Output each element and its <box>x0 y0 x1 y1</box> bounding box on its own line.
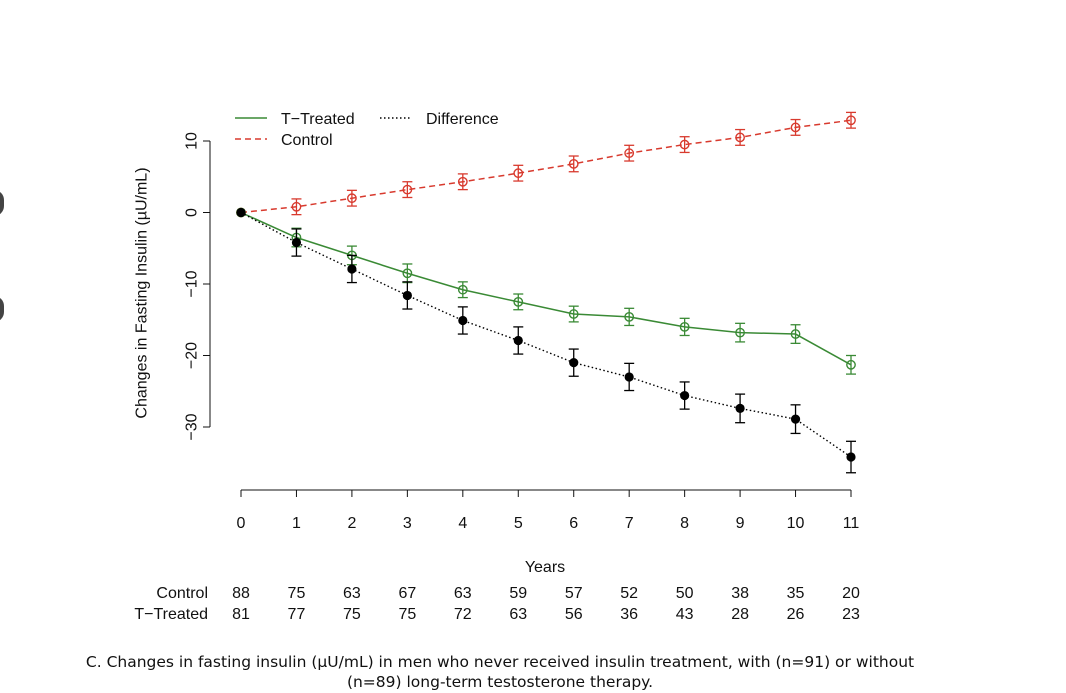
data-point <box>291 237 302 248</box>
at-risk-count: 67 <box>398 585 416 602</box>
data-point <box>513 296 524 307</box>
data-point <box>568 309 579 319</box>
data-point <box>402 268 413 279</box>
data-point <box>624 148 635 159</box>
at-risk-count: 52 <box>620 585 638 602</box>
data-point <box>458 315 468 326</box>
at-risk-count: 75 <box>343 606 361 623</box>
data-point <box>624 311 635 322</box>
y-tick-label: 10 <box>184 132 201 150</box>
left-edge-decoration <box>0 190 4 216</box>
data-point <box>846 115 856 126</box>
x-tick-label: 4 <box>458 515 467 532</box>
y-tick-label: 0 <box>184 208 201 217</box>
series-line <box>240 119 852 214</box>
data-point <box>624 372 634 382</box>
x-tick-label: 10 <box>787 515 805 532</box>
at-risk-count: 63 <box>343 585 361 602</box>
at-risk-count: 50 <box>676 585 694 602</box>
at-risk-count: 36 <box>620 606 638 623</box>
y-tick-label: −20 <box>184 342 201 369</box>
data-point <box>236 207 246 218</box>
at-risk-count: 26 <box>787 606 805 623</box>
at-risk-count: 63 <box>454 585 472 602</box>
y-tick-label: −10 <box>184 270 201 297</box>
data-point <box>513 335 523 346</box>
at-risk-count: 63 <box>509 606 527 623</box>
data-point <box>291 201 302 212</box>
legend-label: Difference <box>426 111 499 128</box>
data-point <box>735 132 745 143</box>
data-point <box>513 168 524 179</box>
series-t-treated <box>236 207 856 375</box>
y-tick-label: −30 <box>184 413 201 440</box>
x-tick-label: 0 <box>237 515 246 532</box>
data-point <box>790 414 801 424</box>
at-risk-count: 88 <box>232 585 250 602</box>
x-axis-title: Years <box>525 559 565 576</box>
data-point <box>402 184 413 195</box>
at-risk-count: 57 <box>565 585 583 602</box>
at-risk-count: 75 <box>288 585 306 602</box>
at-risk-count: 56 <box>565 606 583 623</box>
x-tick-label: 7 <box>625 515 634 532</box>
at-risk-count: 28 <box>731 606 749 623</box>
x-tick-label: 8 <box>680 515 689 532</box>
data-point <box>457 284 468 295</box>
data-point <box>846 452 856 462</box>
data-point <box>568 158 579 169</box>
at-risk-count: 38 <box>731 585 749 602</box>
y-axis-title: Changes in Fasting Insulin (µU/mL) <box>134 167 151 418</box>
legend: T−Treated Control Difference <box>235 111 499 149</box>
data-point <box>735 403 745 414</box>
data-point <box>347 264 357 274</box>
caption-line-1: C. Changes in fasting insulin (µU/mL) in… <box>85 653 915 671</box>
x-tick-label: 11 <box>843 515 860 532</box>
x-tick-label: 6 <box>569 515 578 532</box>
figure-caption: C. Changes in fasting insulin (µU/mL) in… <box>20 652 980 692</box>
series-line <box>240 211 852 366</box>
at-risk-count: 23 <box>842 606 860 623</box>
at-risk-count: 43 <box>676 606 694 623</box>
x-tick-label: 3 <box>403 515 412 532</box>
x-tick-label: 5 <box>514 515 523 532</box>
x-tick-label: 2 <box>347 515 356 532</box>
at-risk-table: Control 88 75 63 67 63 59 57 52 50 38 35 20 T−Treated… <box>134 585 860 623</box>
at-risk-count: 75 <box>398 606 416 623</box>
data-point <box>679 139 690 150</box>
at-risk-count: 35 <box>787 585 805 602</box>
data-point <box>790 122 801 133</box>
legend-label: T−Treated <box>281 111 355 128</box>
data-point <box>569 358 579 368</box>
data-point <box>679 321 690 332</box>
left-edge-decoration <box>0 296 4 322</box>
data-point <box>457 176 468 187</box>
data-point <box>735 327 745 338</box>
at-risk-row-label: Control <box>156 585 208 602</box>
at-risk-row-label: T−Treated <box>134 606 208 623</box>
legend-label: Control <box>281 132 333 149</box>
at-risk-count: 20 <box>842 585 860 602</box>
data-point <box>402 290 412 301</box>
at-risk-count: 72 <box>454 606 472 623</box>
data-point <box>680 390 690 401</box>
data-point <box>347 193 357 204</box>
caption-line-2: (n=89) long-term testosterone therapy. <box>346 673 654 691</box>
series-control <box>236 111 856 218</box>
at-risk-count: 59 <box>509 585 527 602</box>
x-tick-label: 1 <box>292 515 301 532</box>
data-point <box>790 329 801 339</box>
at-risk-count: 77 <box>288 606 306 623</box>
x-tick-label: 9 <box>736 515 745 532</box>
at-risk-count: 81 <box>232 606 250 623</box>
data-point <box>846 359 856 370</box>
series-difference <box>236 207 856 474</box>
plot-area <box>236 111 856 474</box>
